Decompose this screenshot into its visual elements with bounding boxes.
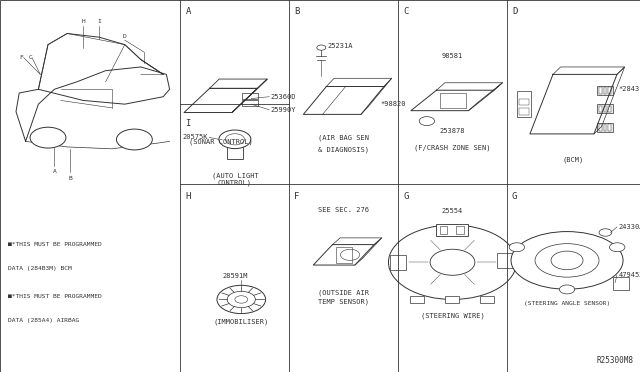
Bar	[604, 87, 606, 94]
Text: R25300M8: R25300M8	[596, 356, 634, 365]
Circle shape	[609, 243, 625, 252]
Text: (F/CRASH ZONE SEN): (F/CRASH ZONE SEN)	[414, 144, 491, 151]
Text: & DIAGNOSIS): & DIAGNOSIS)	[318, 146, 369, 153]
Text: (AIR BAG SEN: (AIR BAG SEN	[318, 135, 369, 141]
Text: D: D	[512, 7, 517, 16]
Ellipse shape	[535, 244, 599, 277]
Bar	[597, 104, 613, 113]
Text: 24330A: 24330A	[618, 224, 640, 230]
Bar	[227, 140, 243, 159]
Bar	[597, 86, 613, 95]
Text: (STEERING ANGLE SENSOR): (STEERING ANGLE SENSOR)	[524, 301, 610, 306]
Bar	[336, 247, 352, 263]
Bar	[241, 100, 257, 106]
Text: C: C	[403, 7, 408, 16]
Text: G: G	[512, 192, 517, 201]
Text: (OUTSIDE AIR: (OUTSIDE AIR	[318, 289, 369, 296]
Circle shape	[559, 285, 575, 294]
Text: (SONAR CONTROL): (SONAR CONTROL)	[189, 139, 253, 145]
Text: 25360D: 25360D	[270, 94, 296, 100]
Bar	[436, 224, 468, 236]
Bar	[519, 108, 529, 115]
Text: 28591M: 28591M	[222, 273, 248, 279]
Circle shape	[116, 129, 152, 150]
Bar	[497, 253, 515, 268]
Text: (STEERING WIRE): (STEERING WIRE)	[420, 312, 484, 319]
Circle shape	[227, 291, 255, 308]
Bar	[599, 87, 602, 94]
Bar	[390, 255, 406, 270]
Text: G: G	[403, 192, 408, 201]
Bar	[445, 296, 459, 303]
Bar	[604, 124, 606, 131]
Text: 25231A: 25231A	[328, 44, 353, 49]
Text: (AUTO LIGHT: (AUTO LIGHT	[211, 172, 259, 179]
Bar	[604, 106, 606, 112]
Bar	[608, 106, 611, 112]
Bar	[608, 87, 611, 94]
Text: A: A	[52, 169, 56, 174]
Text: 25990Y: 25990Y	[270, 107, 296, 113]
Bar	[440, 93, 466, 108]
Bar	[440, 226, 447, 234]
Text: H: H	[186, 192, 191, 201]
Text: B: B	[68, 176, 72, 180]
Text: F: F	[19, 55, 23, 60]
Text: ■*THIS MUST BE PROGRAMMED: ■*THIS MUST BE PROGRAMMED	[8, 242, 101, 247]
Text: 98581: 98581	[442, 53, 463, 59]
Circle shape	[219, 130, 251, 149]
Text: ■*THIS MUST BE PROGRAMMED: ■*THIS MUST BE PROGRAMMED	[8, 294, 101, 299]
Text: B: B	[294, 7, 300, 16]
Bar	[613, 277, 629, 290]
Circle shape	[430, 249, 475, 275]
Text: 253878: 253878	[440, 128, 465, 134]
Text: 47945X: 47945X	[618, 272, 640, 278]
Text: 20575K: 20575K	[182, 134, 208, 141]
Text: *98820: *98820	[380, 101, 406, 107]
Text: DATA (285A4) AIRBAG: DATA (285A4) AIRBAG	[8, 318, 79, 323]
Text: TEMP SENSOR): TEMP SENSOR)	[318, 298, 369, 305]
Text: SEE SEC. 276: SEE SEC. 276	[318, 207, 369, 213]
Circle shape	[509, 243, 525, 252]
Text: I: I	[186, 119, 191, 128]
Text: (IMMOBILISER): (IMMOBILISER)	[214, 319, 269, 325]
Text: C: C	[28, 55, 32, 60]
Bar	[456, 226, 464, 234]
Circle shape	[388, 225, 516, 299]
Bar	[517, 91, 531, 117]
Bar	[597, 123, 613, 132]
Text: I: I	[97, 19, 101, 24]
Bar	[519, 99, 529, 105]
Bar	[480, 296, 494, 303]
Text: (BCM): (BCM)	[563, 156, 584, 163]
Circle shape	[217, 285, 266, 314]
Text: 25554: 25554	[442, 208, 463, 214]
Bar	[241, 93, 257, 99]
Bar	[608, 124, 611, 131]
Bar	[599, 106, 602, 112]
Text: CONTROL): CONTROL)	[218, 179, 252, 186]
Text: DATA (284B3M) BCM: DATA (284B3M) BCM	[8, 266, 72, 271]
Text: *28431: *28431	[618, 86, 640, 92]
Circle shape	[599, 229, 612, 236]
Text: F: F	[294, 192, 300, 201]
Text: A: A	[186, 7, 191, 16]
Ellipse shape	[511, 231, 623, 289]
Circle shape	[30, 127, 66, 148]
Bar	[599, 124, 602, 131]
Text: D: D	[123, 34, 127, 39]
Bar	[410, 296, 424, 303]
Circle shape	[551, 251, 583, 270]
Text: H: H	[81, 19, 85, 24]
